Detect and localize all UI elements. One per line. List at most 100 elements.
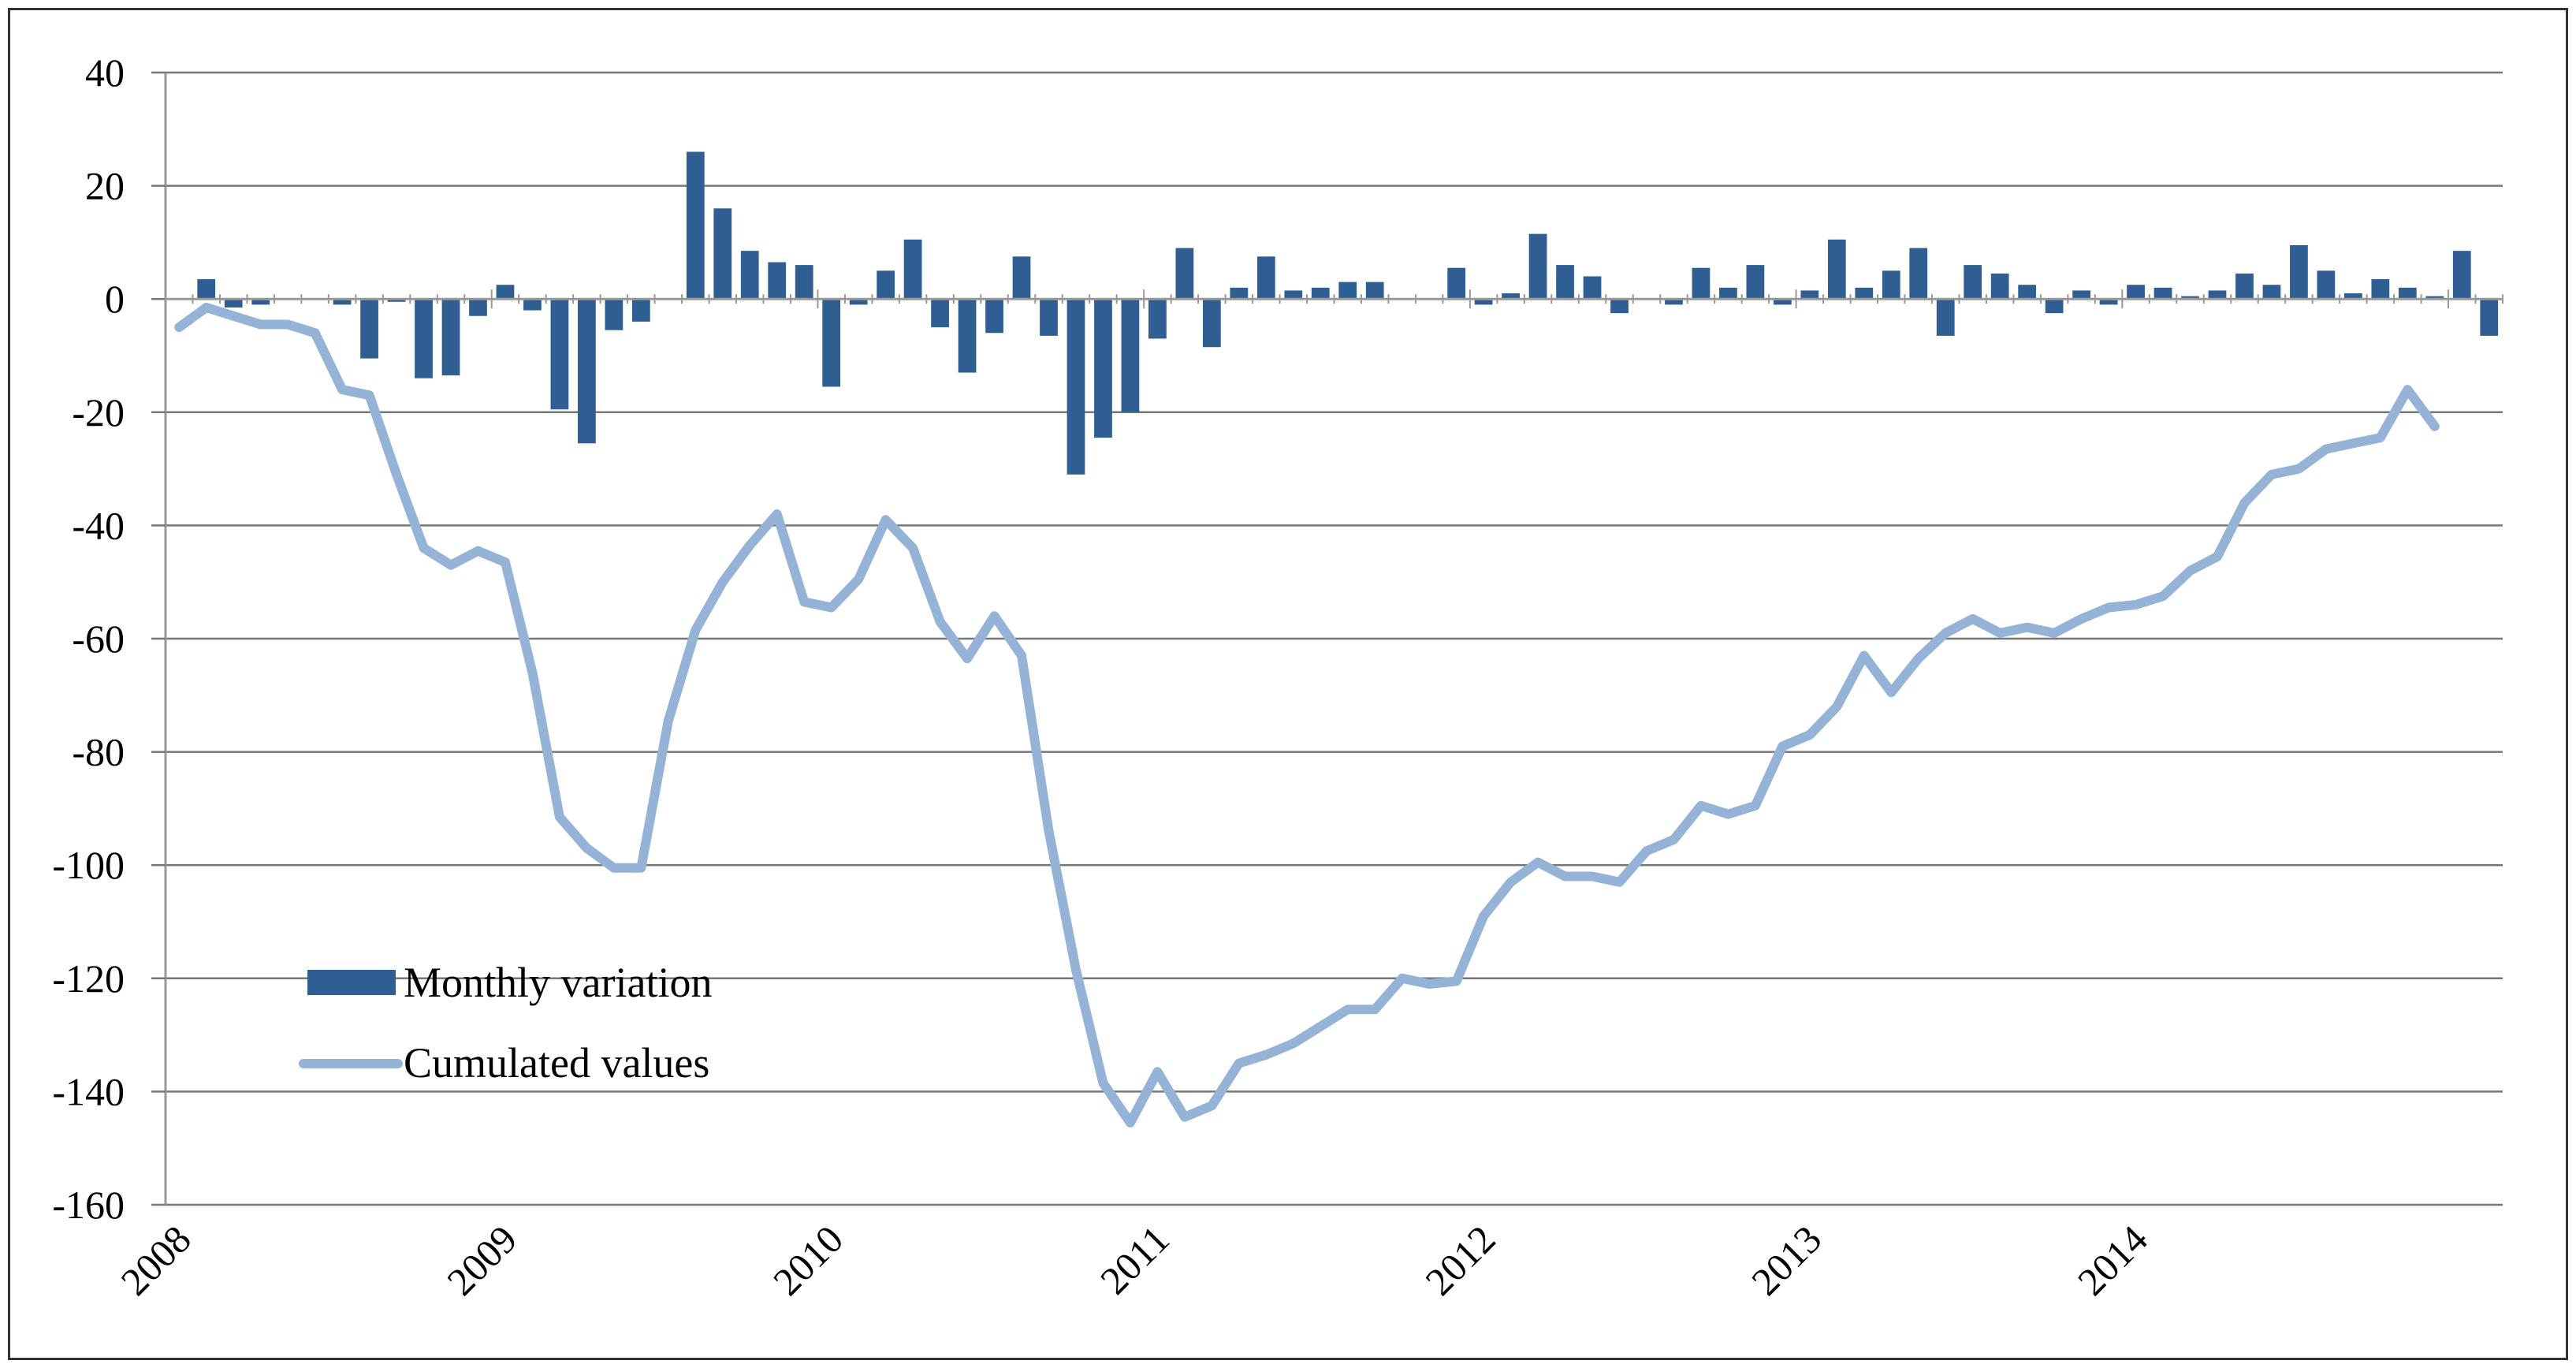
bar — [2480, 299, 2499, 336]
bar — [1067, 299, 1085, 475]
bar — [1230, 287, 1249, 300]
bar — [1855, 287, 1874, 300]
bar — [496, 285, 515, 300]
bar — [1556, 265, 1574, 300]
bar — [1692, 267, 1711, 300]
bar — [985, 299, 1003, 334]
bar — [2045, 299, 2064, 314]
bar — [360, 299, 378, 359]
bar — [903, 239, 922, 300]
y-tick-label: -120 — [52, 956, 125, 1001]
legend-swatch-monthly-variation — [307, 970, 396, 995]
bar — [1746, 265, 1765, 300]
bar — [631, 299, 650, 322]
bar — [2262, 285, 2281, 300]
x-tick-label: 2012 — [1416, 1217, 1503, 1303]
bar — [1094, 299, 1112, 438]
y-tick-label: -40 — [72, 503, 125, 547]
y-tick-label: -20 — [72, 390, 125, 434]
bar — [2208, 290, 2227, 300]
bar — [1936, 299, 1955, 336]
x-tick-label: 2014 — [2069, 1217, 2156, 1303]
bar — [2317, 270, 2336, 300]
bar — [469, 299, 487, 316]
bar — [1284, 290, 1303, 300]
bar — [333, 299, 352, 305]
line-series-cumulated-values — [174, 302, 2440, 1128]
bar — [849, 299, 868, 305]
bar — [441, 299, 460, 376]
bar — [251, 299, 270, 305]
bar — [768, 262, 787, 300]
legend-label-cumulated-values: Cumulated values — [404, 1039, 709, 1087]
bar — [1773, 299, 1792, 305]
bar — [2452, 251, 2471, 300]
bar — [2425, 296, 2444, 300]
legend-label-monthly-variation: Monthly variation — [404, 959, 712, 1006]
bar — [686, 151, 705, 300]
bar-series-monthly-variation — [197, 151, 2499, 475]
bar — [795, 265, 813, 300]
bar — [1665, 299, 1683, 305]
bar — [958, 299, 977, 373]
bar — [197, 279, 216, 300]
bar — [2371, 279, 2390, 300]
bar — [387, 299, 406, 302]
bar — [877, 270, 895, 300]
bar — [2181, 296, 2199, 300]
bar — [1719, 287, 1737, 300]
bar — [1800, 290, 1819, 300]
bar — [1474, 299, 1493, 305]
bar — [578, 299, 596, 444]
bar — [1012, 256, 1031, 300]
bar — [1502, 293, 1520, 300]
bar — [523, 299, 542, 311]
bar — [1256, 256, 1275, 300]
bar — [1121, 299, 1140, 412]
y-tick-label: -160 — [52, 1183, 125, 1227]
bar — [1964, 265, 1982, 300]
bar — [1528, 233, 1547, 300]
y-tick-label: -80 — [72, 730, 125, 774]
bar — [1583, 276, 1602, 300]
x-tick-label: 2008 — [112, 1217, 199, 1303]
bar — [931, 299, 949, 328]
bar — [1148, 299, 1167, 339]
bar — [1909, 248, 1928, 300]
bar — [2398, 287, 2417, 300]
bar — [1202, 299, 1221, 348]
bar — [2127, 285, 2145, 300]
x-axis-ticks: 2008 2009 2010 2011 2012 2013 2014 — [112, 289, 2503, 1303]
bar — [605, 299, 624, 330]
bar — [2290, 244, 2308, 300]
bar — [1338, 281, 1357, 300]
bar — [2235, 273, 2254, 300]
y-tick-label: 20 — [85, 164, 125, 208]
bar — [1040, 299, 1058, 336]
bar — [740, 251, 759, 300]
y-tick-label: 40 — [85, 50, 125, 95]
bar — [1990, 273, 2009, 300]
bar — [2018, 285, 2037, 300]
x-tick-label: 2011 — [1092, 1217, 1178, 1303]
bar — [2344, 293, 2362, 300]
bar — [1365, 281, 1384, 300]
bar — [1882, 270, 1900, 300]
y-axis-ticks: 40 20 0 -20 -40 -60 -80 -100 -120 -140 -160 — [52, 50, 166, 1227]
chart-frame — [8, 8, 2568, 1360]
bar — [1610, 299, 1629, 314]
x-tick-label: 2010 — [765, 1217, 851, 1303]
x-tick-label: 2009 — [438, 1217, 525, 1303]
bar — [1827, 239, 1846, 300]
gridlines — [164, 71, 2503, 1206]
bar — [2072, 290, 2090, 300]
bar — [2099, 299, 2118, 305]
y-tick-label: -140 — [52, 1069, 125, 1113]
legend: Monthly variation Cumulated values — [299, 959, 712, 1087]
bar — [2153, 287, 2172, 300]
bar — [1175, 248, 1194, 300]
y-tick-label: 0 — [105, 277, 125, 321]
bar — [415, 299, 433, 378]
x-tick-label: 2013 — [1743, 1217, 1830, 1303]
